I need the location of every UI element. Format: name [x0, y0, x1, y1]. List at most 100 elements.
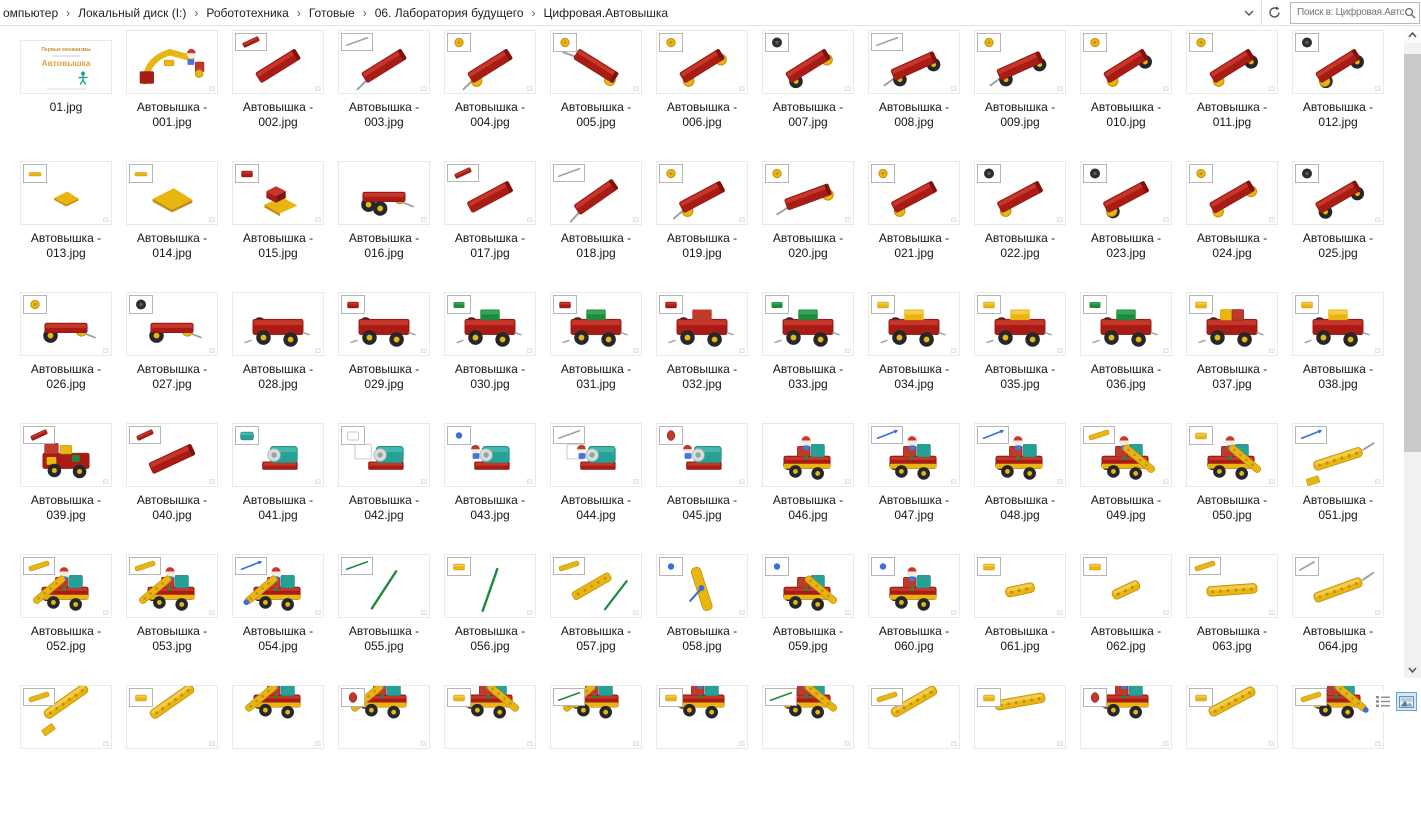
file-item[interactable]: Автовышка -011.jpg	[1186, 30, 1278, 161]
file-item[interactable]	[338, 685, 430, 816]
file-item[interactable]: Автовышка -060.jpg	[868, 554, 960, 685]
breadcrumb-item-local-disk[interactable]: Локальный диск (I:)	[76, 6, 188, 20]
file-item[interactable]: Автовышка -017.jpg	[444, 161, 536, 292]
file-item[interactable]: Автовышка -059.jpg	[762, 554, 854, 685]
file-thumbnail	[20, 554, 112, 618]
file-item[interactable]: Автовышка -016.jpg	[338, 161, 430, 292]
scrollbar-up-button[interactable]	[1404, 26, 1421, 43]
file-item[interactable]: Автовышка -025.jpg	[1292, 161, 1384, 292]
refresh-button[interactable]	[1262, 2, 1286, 24]
file-thumbnail	[1292, 292, 1384, 356]
file-item[interactable]: Автовышка -032.jpg	[656, 292, 748, 423]
file-item[interactable]	[1292, 685, 1384, 816]
file-item[interactable]	[232, 685, 324, 816]
breadcrumb-item-gotovye[interactable]: Готовые	[307, 6, 357, 20]
search-box[interactable]	[1290, 2, 1420, 24]
file-item[interactable]: Автовышка -023.jpg	[1080, 161, 1172, 292]
file-item[interactable]	[1186, 685, 1278, 816]
file-item[interactable]: Автовышка -009.jpg	[974, 30, 1066, 161]
file-item[interactable]	[126, 685, 218, 816]
file-item[interactable]: Автовышка -013.jpg	[20, 161, 112, 292]
file-item[interactable]: Автовышка -008.jpg	[868, 30, 960, 161]
file-item[interactable]: Автовышка -052.jpg	[20, 554, 112, 685]
file-item[interactable]	[444, 685, 536, 816]
file-item[interactable]: Автовышка -053.jpg	[126, 554, 218, 685]
file-item[interactable]: Автовышка -027.jpg	[126, 292, 218, 423]
file-item[interactable]: Автовышка -001.jpg	[126, 30, 218, 161]
file-item[interactable]: Автовышка -051.jpg	[1292, 423, 1384, 554]
file-item[interactable]: Автовышка -064.jpg	[1292, 554, 1384, 685]
file-item[interactable]: Автовышка -036.jpg	[1080, 292, 1172, 423]
view-thumbnail-button[interactable]	[1396, 692, 1417, 711]
file-item[interactable]: Автовышка -028.jpg	[232, 292, 324, 423]
file-item[interactable]: Автовышка -043.jpg	[444, 423, 536, 554]
file-item[interactable]: Автовышка -061.jpg	[974, 554, 1066, 685]
breadcrumb-item-robotics[interactable]: Робототехника	[204, 6, 291, 20]
breadcrumb[interactable]: омпьютер › Локальный диск (I:) › Роботот…	[0, 1, 1262, 25]
file-item[interactable]: Автовышка -035.jpg	[974, 292, 1066, 423]
file-item[interactable]: Автовышка -007.jpg	[762, 30, 854, 161]
address-dropdown-button[interactable]	[1237, 2, 1261, 24]
file-item[interactable]: Автовышка -015.jpg	[232, 161, 324, 292]
file-item[interactable]: Автовышка -049.jpg	[1080, 423, 1172, 554]
file-item[interactable]: Автовышка -045.jpg	[656, 423, 748, 554]
file-item[interactable]: Автовышка -021.jpg	[868, 161, 960, 292]
scrollbar-down-button[interactable]	[1404, 661, 1421, 678]
file-item[interactable]: Автовышка -020.jpg	[762, 161, 854, 292]
breadcrumb-item-computer[interactable]: омпьютер	[1, 6, 60, 20]
file-item[interactable]	[550, 685, 642, 816]
file-item[interactable]: Автовышка -022.jpg	[974, 161, 1066, 292]
file-item[interactable]: Автовышка -038.jpg	[1292, 292, 1384, 423]
thumbnail-image	[126, 161, 218, 225]
file-item[interactable]: Автовышка -062.jpg	[1080, 554, 1172, 685]
file-item[interactable]: Автовышка -014.jpg	[126, 161, 218, 292]
file-item[interactable]: Автовышка -019.jpg	[656, 161, 748, 292]
file-item[interactable]: Автовышка -044.jpg	[550, 423, 642, 554]
file-item[interactable]: Автовышка -004.jpg	[444, 30, 536, 161]
file-item[interactable]: Автовышка -039.jpg	[20, 423, 112, 554]
file-item[interactable]: Автовышка -033.jpg	[762, 292, 854, 423]
file-item[interactable]: Автовышка -058.jpg	[656, 554, 748, 685]
file-item[interactable]: Автовышка -050.jpg	[1186, 423, 1278, 554]
file-item[interactable]: Автовышка -006.jpg	[656, 30, 748, 161]
file-item[interactable]: Автовышка -024.jpg	[1186, 161, 1278, 292]
file-item[interactable]: Автовышка -005.jpg	[550, 30, 642, 161]
file-item[interactable]: Автовышка -029.jpg	[338, 292, 430, 423]
file-item[interactable]: Автовышка -041.jpg	[232, 423, 324, 554]
file-item[interactable]: Автовышка -056.jpg	[444, 554, 536, 685]
file-item[interactable]: Автовышка -010.jpg	[1080, 30, 1172, 161]
file-item[interactable]: Автовышка -055.jpg	[338, 554, 430, 685]
file-item[interactable]: Автовышка -003.jpg	[338, 30, 430, 161]
file-item[interactable]: Автовышка -046.jpg	[762, 423, 854, 554]
file-item[interactable]: Автовышка -063.jpg	[1186, 554, 1278, 685]
search-input[interactable]	[1297, 7, 1404, 18]
breadcrumb-item-lab[interactable]: 06. Лаборатория будущего	[373, 6, 526, 20]
scrollbar-thumb[interactable]	[1404, 54, 1421, 452]
file-item[interactable]: Автовышка -037.jpg	[1186, 292, 1278, 423]
file-item[interactable]	[762, 685, 854, 816]
file-thumbnail	[126, 554, 218, 618]
file-item[interactable]: Автовышка -048.jpg	[974, 423, 1066, 554]
file-item[interactable]: Автовышка -030.jpg	[444, 292, 536, 423]
file-item[interactable]: Автовышка -012.jpg	[1292, 30, 1384, 161]
file-item[interactable]: Автовышка -018.jpg	[550, 161, 642, 292]
breadcrumb-item-current-folder[interactable]: Цифровая.Автовышка	[542, 6, 671, 20]
file-item[interactable]: Автовышка -002.jpg	[232, 30, 324, 161]
file-item[interactable]: Автовышка -040.jpg	[126, 423, 218, 554]
file-item[interactable]	[656, 685, 748, 816]
file-item[interactable]: Автовышка -031.jpg	[550, 292, 642, 423]
thumbnail-image	[868, 423, 960, 487]
file-item[interactable]	[20, 685, 112, 816]
file-item[interactable]: Автовышка -026.jpg	[20, 292, 112, 423]
file-item[interactable]: Автовышка -054.jpg	[232, 554, 324, 685]
file-item[interactable]: Автовышка -034.jpg	[868, 292, 960, 423]
file-item[interactable]	[974, 685, 1066, 816]
file-item[interactable]	[868, 685, 960, 816]
view-list-button[interactable]	[1373, 692, 1394, 711]
file-item[interactable]: Автовышка -042.jpg	[338, 423, 430, 554]
file-item[interactable]: Автовышка -057.jpg	[550, 554, 642, 685]
scrollbar[interactable]	[1404, 26, 1421, 678]
file-item[interactable]	[1080, 685, 1172, 816]
file-item[interactable]: Автовышка -047.jpg	[868, 423, 960, 554]
